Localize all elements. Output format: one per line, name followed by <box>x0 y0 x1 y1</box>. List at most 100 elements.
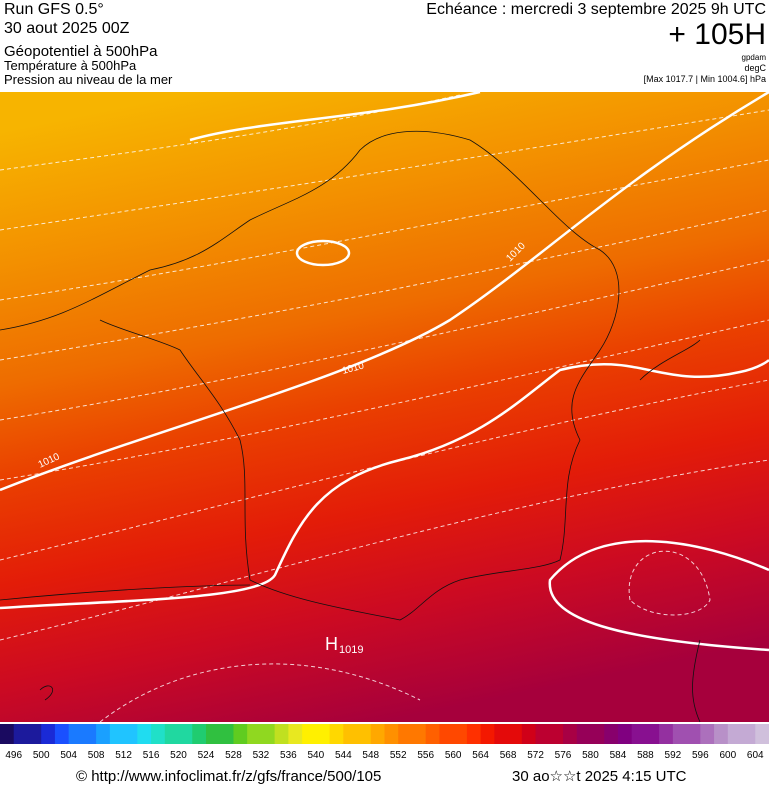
scale-swatch <box>41 724 56 744</box>
scale-label: 572 <box>527 750 544 761</box>
coastline <box>0 130 701 723</box>
scale-label: 520 <box>170 750 187 761</box>
scale-label: 508 <box>88 750 105 761</box>
scale-swatch <box>13 724 28 744</box>
scale-swatch <box>453 724 468 744</box>
scale-label: 584 <box>610 750 627 761</box>
scale-swatch <box>0 724 15 744</box>
scale-label: 516 <box>143 750 160 761</box>
scale-swatch <box>480 724 495 744</box>
isobar <box>189 90 481 142</box>
layer: Pression au niveau de la mer <box>4 72 173 87</box>
scale-swatch <box>109 724 125 744</box>
scale-swatch <box>260 724 276 744</box>
isobar <box>548 540 769 652</box>
unit: gpdam <box>742 53 767 62</box>
scale-label: 504 <box>60 750 77 761</box>
scale-swatch <box>755 724 769 744</box>
scale-swatch <box>27 724 42 744</box>
scale-label: 532 <box>253 750 270 761</box>
scale-swatch <box>508 724 523 744</box>
scale-swatch <box>563 724 578 744</box>
scale-label: 536 <box>280 750 297 761</box>
scale-label: 524 <box>198 750 215 761</box>
isobar <box>295 239 351 267</box>
scale-swatch <box>439 724 454 744</box>
scale-swatch <box>123 724 138 744</box>
footer: © http://www.infoclimat.fr/z/gfs/france/… <box>76 768 687 785</box>
scale-swatch <box>384 724 399 744</box>
scale-swatch <box>247 724 262 744</box>
scale-label: 564 <box>472 750 489 761</box>
scale-swatch <box>466 724 482 744</box>
header: Run GFS 0.5° 30 aout 2025 00Z Géopotenti… <box>4 1 767 87</box>
pressure-range: [Max 1017.7 | Min 1004.6] hPa <box>644 74 766 84</box>
scale-swatch <box>329 724 344 744</box>
scale-swatch <box>494 724 509 744</box>
scale-label: 496 <box>5 750 22 761</box>
scale-swatch <box>343 724 358 744</box>
scale-swatch <box>714 724 729 744</box>
scale-swatch <box>672 724 688 744</box>
scale-label: 592 <box>665 750 682 761</box>
high-letter: H <box>325 634 338 654</box>
scale-swatch <box>96 724 111 744</box>
scale-label: 596 <box>692 750 709 761</box>
scale-label: 552 <box>390 750 407 761</box>
unit: degC <box>744 63 766 73</box>
scale-label: 500 <box>33 750 50 761</box>
scale-label: 512 <box>115 750 132 761</box>
scale-swatch <box>370 724 385 744</box>
scale-label: 548 <box>362 750 379 761</box>
scale-swatch <box>645 724 660 744</box>
source-url: © http://www.infoclimat.fr/z/gfs/france/… <box>76 768 381 785</box>
scale-swatch <box>686 724 701 744</box>
layer: Géopotentiel à 500hPa <box>4 43 158 60</box>
scale-swatch <box>54 724 70 744</box>
scale-swatch <box>398 724 413 744</box>
scale-swatch <box>659 724 674 744</box>
scale-label: 560 <box>445 750 462 761</box>
scale-swatch <box>576 724 591 744</box>
valid-time: Echéance : mercredi 3 septembre 2025 9h … <box>426 1 766 18</box>
scale-label: 580 <box>582 750 599 761</box>
scale-swatch <box>521 724 537 744</box>
scale-swatch <box>549 724 564 744</box>
scale-label: 600 <box>719 750 736 761</box>
timestamp: 30 ao☆☆t 2025 4:15 UTC <box>512 768 687 785</box>
scale-swatch <box>274 724 289 744</box>
run-date: 30 aout 2025 00Z <box>4 20 130 37</box>
scale-label: 576 <box>555 750 572 761</box>
scale-label: 540 <box>307 750 324 761</box>
layer: Température à 500hPa <box>4 58 137 73</box>
scale-swatch <box>604 724 619 744</box>
scale-swatch <box>425 724 440 744</box>
high-value: 1019 <box>339 644 363 656</box>
scale-swatch <box>590 724 605 744</box>
scale-swatch <box>219 724 234 744</box>
scale-label: 568 <box>500 750 517 761</box>
scale-label: 556 <box>417 750 434 761</box>
scale-swatch <box>164 724 180 744</box>
scale-swatch <box>617 724 633 744</box>
map: 1010 1010 1010 H 1019 <box>0 90 769 723</box>
field <box>0 92 769 722</box>
scale-swatch <box>288 724 303 744</box>
run: Run GFS 0.5° <box>4 1 104 18</box>
scale-swatch <box>411 724 427 744</box>
scale-swatch <box>151 724 166 744</box>
scale-swatch <box>82 724 97 744</box>
scale-swatch <box>535 724 550 744</box>
scale-swatch <box>178 724 193 744</box>
scale-swatch <box>68 724 83 744</box>
scale-swatch <box>192 724 207 744</box>
scale-label: 528 <box>225 750 242 761</box>
scale-label: 588 <box>637 750 654 761</box>
scale-swatch <box>727 724 743 744</box>
scale-swatch <box>700 724 715 744</box>
scale-swatch <box>137 724 152 744</box>
scale-swatch <box>205 724 221 744</box>
scale-swatch <box>631 724 646 744</box>
scale-swatch <box>302 724 317 744</box>
color-scale: 496 500 504 508 512 516 520 524 528 532 536 540 544 5… <box>0 724 769 761</box>
